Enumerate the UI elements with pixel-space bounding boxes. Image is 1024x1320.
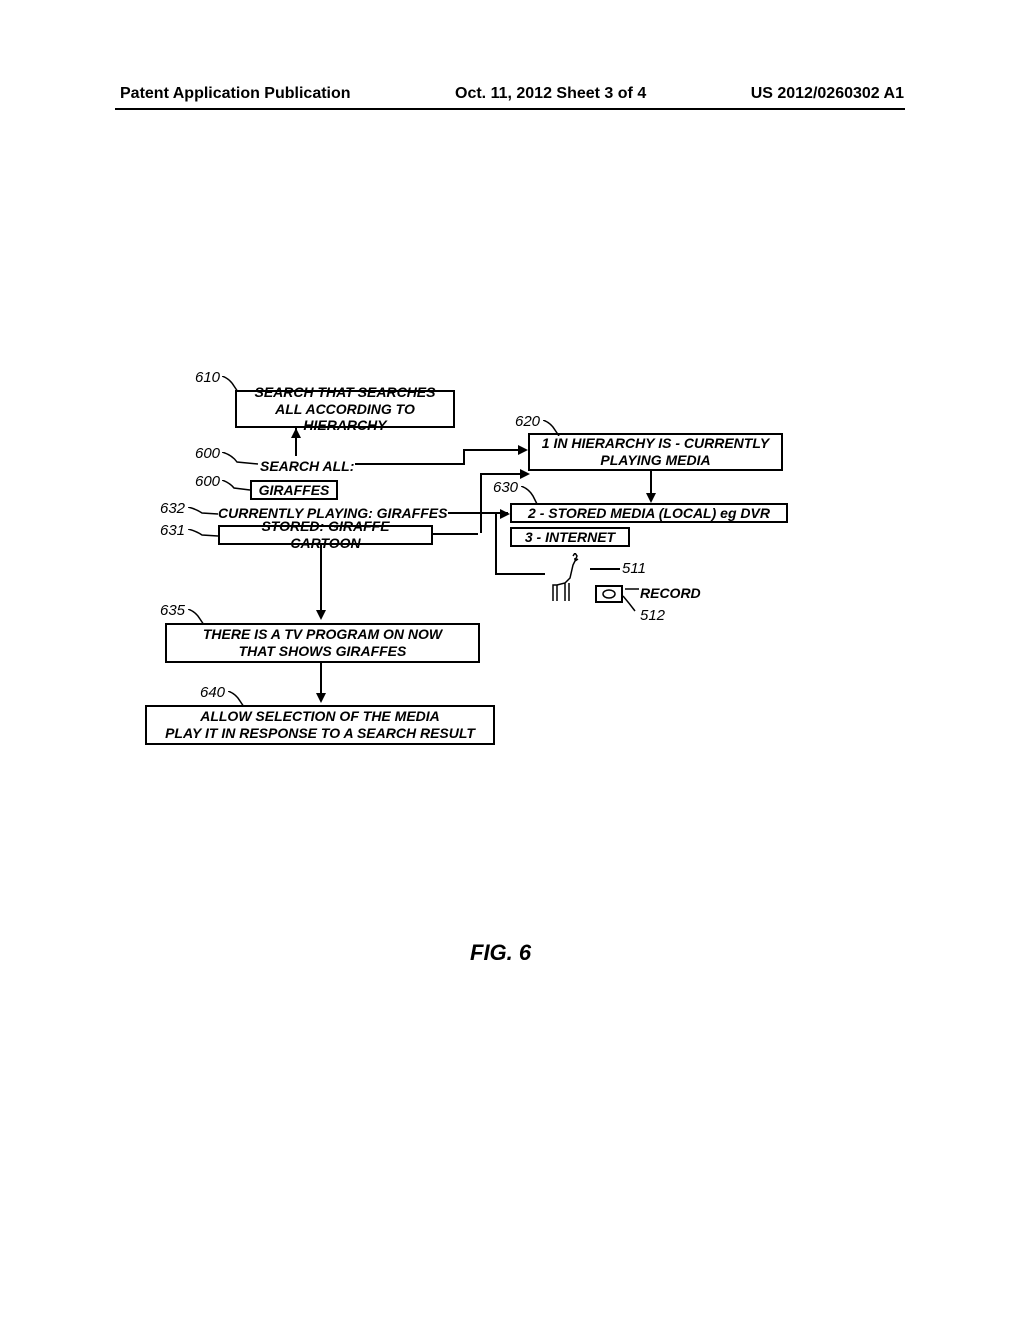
arrowhead-635 bbox=[316, 610, 326, 620]
arrowhead-631-630 bbox=[500, 509, 510, 519]
leader-610 bbox=[222, 376, 248, 392]
ref-631: 631 bbox=[160, 522, 185, 539]
leader-600b bbox=[222, 480, 248, 496]
arrowhead-630 bbox=[646, 493, 656, 503]
arrow-to-635 bbox=[320, 545, 322, 610]
arrow-620-630 bbox=[650, 471, 652, 493]
leader-630 bbox=[521, 486, 547, 502]
leader-632 bbox=[188, 507, 214, 523]
leader-511 bbox=[590, 568, 620, 570]
arrowhead-610 bbox=[291, 428, 301, 438]
box-610: SEARCH THAT SEARCHES ALL ACCORDING TO HI… bbox=[235, 390, 455, 428]
box-internet: 3 - INTERNET bbox=[510, 527, 630, 547]
ref-600a: 600 bbox=[195, 445, 220, 462]
ref-635: 635 bbox=[160, 602, 185, 619]
line-giraffe-h bbox=[495, 573, 545, 575]
header-right: US 2012/0260302 A1 bbox=[751, 85, 904, 103]
box-630: 2 - STORED MEDIA (LOCAL) eg DVR bbox=[510, 503, 788, 523]
line-631-h bbox=[433, 533, 478, 535]
arrowhead-640 bbox=[316, 693, 326, 703]
arrow-to-640 bbox=[320, 663, 322, 693]
header-center: Oct. 11, 2012 Sheet 3 of 4 bbox=[455, 85, 646, 103]
leader-631 bbox=[188, 529, 214, 545]
line-632-v bbox=[480, 473, 482, 533]
label-search-all: SEARCH ALL: bbox=[260, 458, 354, 474]
arrowhead-620 bbox=[518, 445, 528, 455]
line-632-h bbox=[448, 512, 508, 514]
ref-512: 512 bbox=[640, 607, 665, 624]
line-632-to620 bbox=[480, 473, 520, 475]
arrow-v-to-620 bbox=[463, 449, 465, 465]
page-header: Patent Application Publication Oct. 11, … bbox=[0, 85, 1024, 103]
header-left: Patent Application Publication bbox=[120, 85, 351, 103]
leader-640 bbox=[228, 691, 254, 707]
ref-600b: 600 bbox=[195, 473, 220, 490]
ref-610: 610 bbox=[195, 369, 220, 386]
leader-record bbox=[625, 585, 641, 593]
figure-label: FIG. 6 bbox=[470, 940, 531, 966]
header-rule bbox=[115, 108, 905, 110]
ref-640: 640 bbox=[200, 684, 225, 701]
ref-511: 511 bbox=[622, 560, 646, 577]
line-631-v bbox=[495, 513, 497, 573]
box-giraffes-input: GIRAFFES bbox=[250, 480, 338, 500]
arrow-h-to-620 bbox=[355, 463, 465, 465]
leader-620 bbox=[543, 420, 569, 436]
ref-620: 620 bbox=[515, 413, 540, 430]
ref-630: 630 bbox=[493, 479, 518, 496]
ref-632: 632 bbox=[160, 500, 185, 517]
box-620: 1 IN HIERARCHY IS - CURRENTLY PLAYING ME… bbox=[528, 433, 783, 471]
arrowhead-632-to-620 bbox=[520, 469, 530, 479]
box-640: ALLOW SELECTION OF THE MEDIA PLAY IT IN … bbox=[145, 705, 495, 745]
box-record-btn bbox=[595, 585, 623, 603]
leader-600a bbox=[222, 452, 248, 468]
figure-diagram: SEARCH THAT SEARCHES ALL ACCORDING TO HI… bbox=[140, 365, 890, 825]
box-635: THERE IS A TV PROGRAM ON NOW THAT SHOWS … bbox=[165, 623, 480, 663]
leader-512 bbox=[623, 593, 643, 615]
arrow-h2-to-620 bbox=[463, 449, 518, 451]
box-631: STORED: GIRAFFE CARTOON bbox=[218, 525, 433, 545]
leader-635 bbox=[188, 609, 214, 625]
label-record: RECORD bbox=[640, 585, 701, 601]
giraffe-icon bbox=[545, 553, 590, 608]
